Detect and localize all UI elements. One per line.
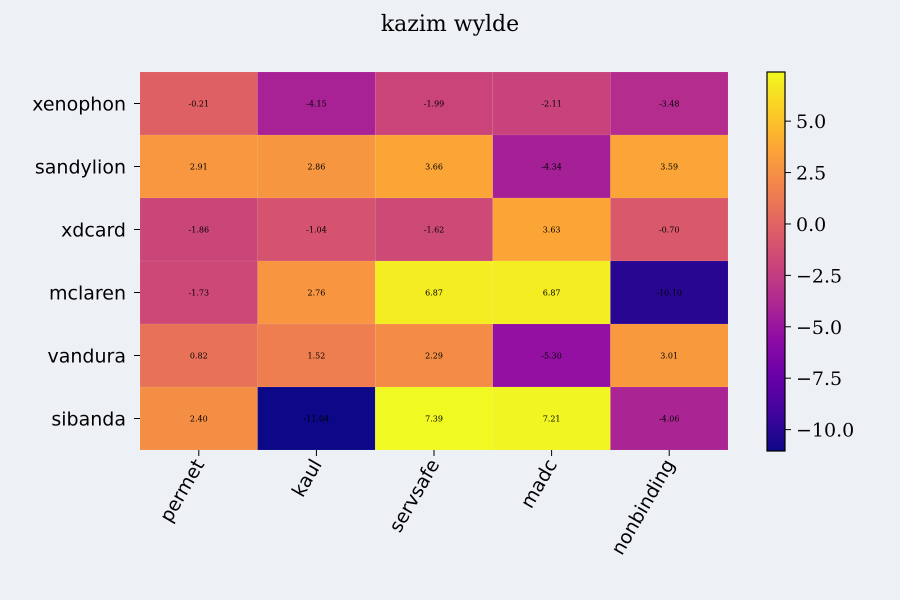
cell-value-label: -4.06 — [659, 415, 680, 424]
heatmap-cell — [257, 197, 376, 262]
column-label: madc — [517, 456, 562, 513]
row-label: xdcard — [61, 220, 126, 242]
heatmap-cell — [374, 71, 494, 136]
cell-value-label: -1.04 — [306, 226, 327, 235]
colorbar-tick-label: −7.5 — [796, 368, 842, 390]
cell-value-label: 2.91 — [190, 163, 208, 172]
column-label: permet — [156, 456, 209, 527]
heatmap-cell — [610, 197, 729, 262]
cell-value-label: 3.63 — [543, 226, 561, 235]
cell-value-label: 6.87 — [543, 289, 561, 298]
row-label: xenophon — [32, 94, 126, 116]
heatmap-cell — [610, 386, 729, 451]
cell-value-label: 7.39 — [425, 415, 443, 424]
cell-value-label: 2.40 — [190, 415, 208, 424]
cell-value-label: 2.86 — [307, 163, 325, 172]
row-label: sibanda — [51, 409, 126, 431]
cell-value-label: 1.52 — [307, 352, 325, 361]
heatmap-cell — [492, 260, 611, 325]
cell-value-label: 2.76 — [307, 289, 325, 298]
colorbar-tick-label: −10.0 — [796, 420, 854, 442]
heatmap-cell — [374, 197, 494, 262]
cell-value-label: -5.30 — [541, 352, 562, 361]
colorbar-tick-label: 5.0 — [796, 111, 826, 133]
heatmap-cell — [374, 386, 494, 451]
heatmap-cell — [492, 323, 611, 388]
colorbar-gradient — [766, 71, 786, 452]
cell-value-label: -1.99 — [424, 100, 445, 109]
cell-value-label: -10.10 — [656, 289, 682, 298]
heatmap-cell — [492, 197, 611, 262]
cell-value-label: 7.21 — [543, 415, 561, 424]
cell-value-label: -3.48 — [659, 100, 680, 109]
heatmap-cell — [257, 134, 376, 199]
heatmap-cell — [257, 260, 376, 325]
heatmap-cell — [139, 323, 258, 388]
heatmap-cell — [492, 386, 611, 451]
heatmap-cell — [139, 386, 258, 451]
colorbar-tick-label: −5.0 — [796, 317, 842, 339]
heatmap-cell — [610, 323, 729, 388]
row-labels: xenophon sandylion xdcard mclaren vandura sib… — [32, 94, 140, 431]
heatmap-cell — [257, 71, 376, 136]
cell-value-label: -1.62 — [424, 226, 445, 235]
colorbar-tick-label: −2.5 — [796, 265, 842, 287]
colorbar-tick-label: 2.5 — [796, 163, 826, 185]
colorbar: 5.0 2.5 0.0 −2.5 −5.0 −7.5 −10.0 — [766, 71, 854, 452]
colorbar-tick-label: 0.0 — [796, 214, 826, 236]
cell-value-label: -11.04 — [304, 415, 330, 424]
heatmap-cell — [139, 71, 258, 136]
cell-value-label: -4.15 — [306, 100, 327, 109]
cell-value-label: 3.66 — [425, 163, 443, 172]
column-label: kaul — [288, 456, 327, 501]
heatmap-cell — [492, 71, 611, 136]
heatmap-cell — [257, 323, 376, 388]
cell-value-label: -0.70 — [659, 226, 680, 235]
chart-title: kazim wylde — [381, 12, 519, 37]
cell-value-label: -4.34 — [541, 163, 562, 172]
cell-value-label: 2.29 — [425, 352, 443, 361]
column-label: nonbinding — [607, 456, 679, 559]
cell-value-label: -2.11 — [541, 100, 562, 109]
heatmap-cell — [610, 134, 729, 199]
cell-value-label: -1.86 — [189, 226, 210, 235]
heatmap-cell — [139, 134, 258, 199]
heatmap-cell — [374, 260, 494, 325]
cell-value-label: -1.73 — [189, 289, 210, 298]
cell-value-label: 6.87 — [425, 289, 443, 298]
cell-value-label: 3.59 — [660, 163, 678, 172]
row-label: mclaren — [49, 283, 126, 305]
column-labels: permet kaul servsafe madc nonbinding — [156, 450, 680, 559]
heatmap-cell — [610, 71, 729, 136]
cell-value-label: 3.01 — [660, 352, 678, 361]
heatmap-cells: -0.21 -4.15 -1.99 -2.11 -3.48 2.91 2.86 3.66 -4.… — [139, 71, 729, 451]
heatmap-cell — [374, 323, 494, 388]
heatmap-cell — [257, 386, 376, 451]
heatmap-cell — [610, 260, 729, 325]
cell-value-label: 0.82 — [190, 352, 208, 361]
row-label: sandylion — [35, 157, 126, 179]
row-label: vandura — [48, 346, 127, 368]
column-label: servsafe — [385, 456, 444, 537]
cell-value-label: -0.21 — [189, 100, 210, 109]
heatmap-cell — [374, 134, 494, 199]
